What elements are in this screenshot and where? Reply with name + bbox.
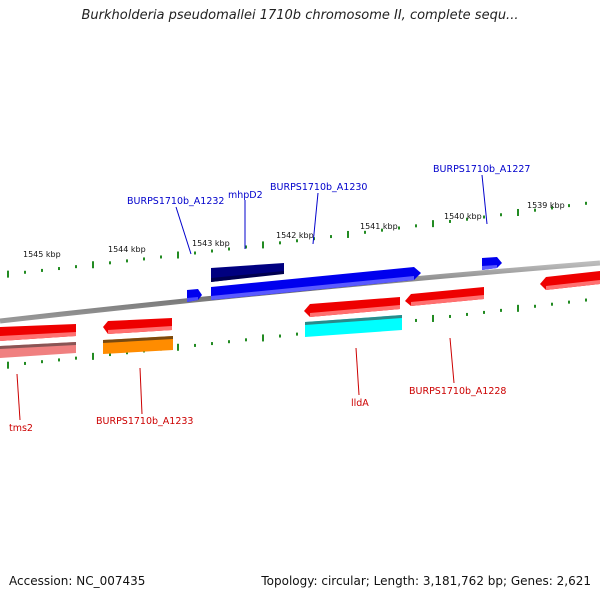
label-tms2[interactable]: tms2	[9, 423, 33, 434]
label-BURPS1710b_A1228[interactable]: BURPS1710b_A1228	[409, 386, 506, 397]
label-BURPS1710b_A1232[interactable]: BURPS1710b_A1232	[127, 196, 224, 207]
leader-line-lldA	[355, 347, 360, 396]
leader-line-A1232	[175, 206, 192, 255]
gene-BURPS1710b_A1228[interactable]	[405, 287, 484, 306]
gene-mhpD2[interactable]	[211, 263, 284, 282]
gene-BURPS1710b_A1232[interactable]	[187, 289, 202, 302]
leader-line-tms2	[16, 373, 21, 421]
kbp-label-1544: 1544 kbp	[108, 245, 146, 254]
chromosome-backbone	[0, 260, 600, 324]
label-mhpD2[interactable]: mhpD2	[228, 190, 263, 201]
gene-red-right[interactable]	[540, 271, 600, 290]
label-BURPS1710b_A1227[interactable]: BURPS1710b_A1227	[433, 164, 530, 175]
gene-BURPS1710b_A1230[interactable]	[211, 267, 421, 300]
leader-line-A1233	[139, 367, 143, 415]
label-lldA[interactable]: lldA	[351, 398, 369, 409]
page-title: Burkholderia pseudomallei 1710b chromoso…	[81, 8, 519, 23]
gene-lldA[interactable]	[305, 315, 402, 337]
kbp-label-1539: 1539 kbp	[527, 201, 565, 210]
gene-BURPS1710b_A1227[interactable]	[482, 257, 502, 270]
kbp-label-1541: 1541 kbp	[360, 222, 398, 231]
label-BURPS1710b_A1233[interactable]: BURPS1710b_A1233	[96, 416, 193, 427]
gene-BURPS1710b_A1233-red[interactable]	[103, 318, 172, 334]
kbp-label-1543: 1543 kbp	[192, 239, 230, 248]
genome-stats-text: Topology: circular; Length: 3,181,762 bp…	[261, 574, 591, 588]
gene-BURPS1710b_A1233[interactable]	[103, 336, 173, 354]
kbp-label-1542: 1542 kbp	[276, 231, 314, 240]
scale-ticks-upper	[7, 201, 587, 278]
gene-lldA-red[interactable]	[304, 297, 400, 317]
accession-text: Accession: NC_007435	[9, 574, 146, 588]
gene-red-left[interactable]	[0, 324, 76, 341]
kbp-label-1545: 1545 kbp	[23, 250, 61, 259]
label-BURPS1710b_A1230[interactable]: BURPS1710b_A1230	[270, 182, 367, 193]
leader-line-A1228	[449, 337, 455, 384]
gene-tms2[interactable]	[0, 342, 76, 358]
leader-line-A1227	[481, 174, 488, 225]
kbp-label-1540: 1540 kbp	[444, 212, 482, 221]
leader-line-A1230	[312, 192, 319, 245]
